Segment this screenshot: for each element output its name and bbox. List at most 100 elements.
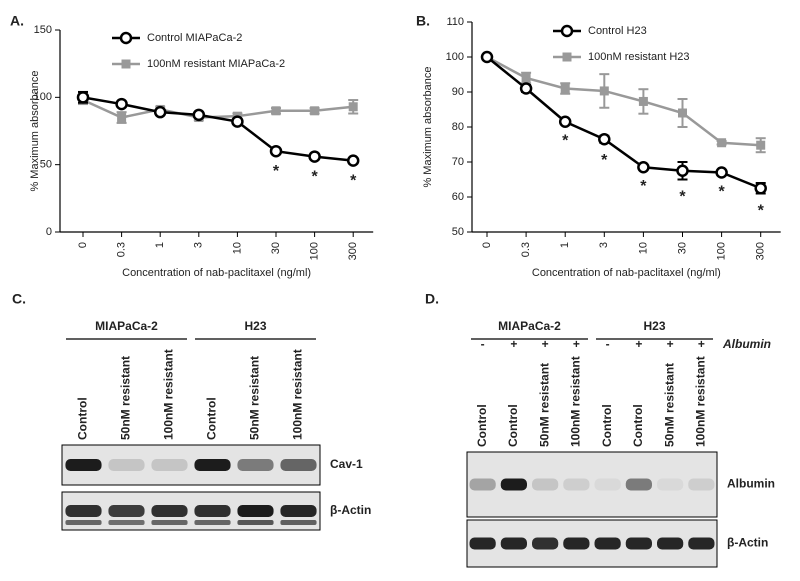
x-tick-label: 300 bbox=[347, 242, 359, 260]
y-tick-label: 50 bbox=[452, 226, 464, 238]
blot-band bbox=[108, 459, 145, 471]
blot-band bbox=[280, 505, 317, 517]
legend-label: 100nM resistant H23 bbox=[588, 51, 690, 63]
marker bbox=[115, 97, 128, 111]
annotation: * bbox=[679, 189, 686, 206]
y-tick-label: 70 bbox=[452, 156, 464, 168]
blot-band bbox=[108, 505, 145, 517]
y-tick-label: 0 bbox=[46, 226, 52, 238]
blot-band bbox=[532, 478, 559, 491]
marker bbox=[562, 52, 572, 62]
x-tick-label: 0 bbox=[77, 242, 89, 248]
group-label: MIAPaCa-2 bbox=[498, 319, 561, 333]
group-label: MIAPaCa-2 bbox=[95, 319, 158, 333]
blot-band bbox=[194, 459, 231, 471]
row-label: Cav-1 bbox=[330, 457, 363, 471]
x-tick-label: 300 bbox=[755, 242, 767, 260]
marker bbox=[637, 161, 650, 174]
panel-label: B. bbox=[416, 13, 430, 29]
blot-band bbox=[194, 505, 231, 517]
blot-band bbox=[65, 459, 102, 471]
blot-membrane bbox=[61, 491, 321, 531]
treatment-sign: + bbox=[542, 337, 549, 351]
marker bbox=[117, 113, 127, 123]
series-line bbox=[486, 55, 761, 147]
marker bbox=[558, 115, 572, 128]
blot-band bbox=[151, 459, 188, 471]
marker bbox=[271, 106, 281, 116]
blot-band bbox=[532, 537, 559, 550]
marker bbox=[480, 50, 494, 64]
legend-label: 100nM resistant MIAPaCa-2 bbox=[147, 58, 285, 70]
marker bbox=[754, 182, 767, 195]
x-tick-label: 0.3 bbox=[520, 242, 532, 257]
blot-band bbox=[469, 537, 496, 550]
x-tick-label: 1 bbox=[154, 242, 166, 248]
y-tick-label: 110 bbox=[446, 16, 464, 28]
blot-band bbox=[500, 537, 527, 550]
x-tick-label: 3 bbox=[598, 242, 610, 248]
marker bbox=[121, 59, 131, 69]
x-tick-label: 10 bbox=[231, 242, 243, 254]
marker bbox=[598, 133, 611, 146]
marker bbox=[521, 73, 531, 83]
marker bbox=[119, 31, 133, 45]
blot-band bbox=[594, 537, 621, 550]
blot-band bbox=[500, 478, 527, 491]
lane-label: Control bbox=[506, 404, 520, 447]
x-tick-label: 100 bbox=[309, 242, 321, 260]
lane-label: Control bbox=[76, 397, 90, 440]
y-tick-label: 100 bbox=[34, 91, 52, 103]
marker bbox=[678, 108, 687, 118]
marker bbox=[76, 91, 90, 104]
lane-label: Control bbox=[475, 404, 489, 447]
blot-band bbox=[625, 537, 652, 550]
y-tick-label: 50 bbox=[40, 159, 52, 171]
lane-label: 100nM resistant bbox=[569, 356, 583, 447]
annotation: * bbox=[273, 163, 280, 180]
y-tick-label: 90 bbox=[452, 86, 464, 98]
row-label: Albumin bbox=[727, 477, 775, 491]
x-tick-label: 100 bbox=[716, 242, 728, 260]
y-axis-label: % Maximum absorbance bbox=[29, 70, 41, 191]
marker bbox=[153, 105, 167, 119]
series-line bbox=[82, 96, 354, 162]
treatment-sign: + bbox=[667, 337, 674, 351]
group-label: H23 bbox=[643, 319, 665, 333]
lane-label: 50nM resistant bbox=[537, 363, 551, 447]
marker bbox=[717, 138, 727, 148]
panel-label: C. bbox=[12, 291, 26, 307]
annotation: * bbox=[601, 152, 608, 169]
annotation: * bbox=[758, 203, 765, 220]
row-label: β-Actin bbox=[727, 536, 768, 550]
blot-band bbox=[280, 520, 317, 525]
marker bbox=[310, 106, 320, 116]
blot-band bbox=[237, 459, 274, 471]
lane-label: Control bbox=[600, 404, 614, 447]
treatment-label: Albumin bbox=[722, 337, 771, 351]
marker bbox=[348, 102, 358, 112]
annotation: * bbox=[562, 133, 569, 150]
x-tick-label: 1 bbox=[559, 242, 571, 248]
blot-band bbox=[65, 520, 102, 525]
blot-band bbox=[594, 478, 621, 491]
blot-membrane bbox=[61, 444, 321, 486]
legend-label: Control H23 bbox=[588, 25, 647, 37]
x-axis-label: Concentration of nab-paclitaxel (ng/ml) bbox=[532, 267, 721, 279]
marker bbox=[192, 108, 206, 122]
y-tick-label: 80 bbox=[452, 121, 464, 133]
treatment-sign: - bbox=[481, 337, 485, 351]
marker bbox=[560, 84, 570, 93]
treatment-sign: + bbox=[510, 337, 517, 351]
lane-label: 100nM resistant bbox=[694, 356, 708, 447]
x-tick-label: 10 bbox=[637, 242, 649, 254]
x-axis-label: Concentration of nab-paclitaxel (ng/ml) bbox=[122, 267, 311, 279]
marker bbox=[560, 24, 574, 38]
legend-label: Control MIAPaCa-2 bbox=[147, 32, 242, 44]
annotation: * bbox=[350, 173, 357, 190]
row-label: β-Actin bbox=[330, 503, 371, 517]
blot-band bbox=[65, 505, 102, 517]
blot-band bbox=[151, 520, 188, 525]
y-axis-label: % Maximum absorbance bbox=[422, 66, 434, 187]
lane-label: 50nM resistant bbox=[248, 356, 262, 440]
